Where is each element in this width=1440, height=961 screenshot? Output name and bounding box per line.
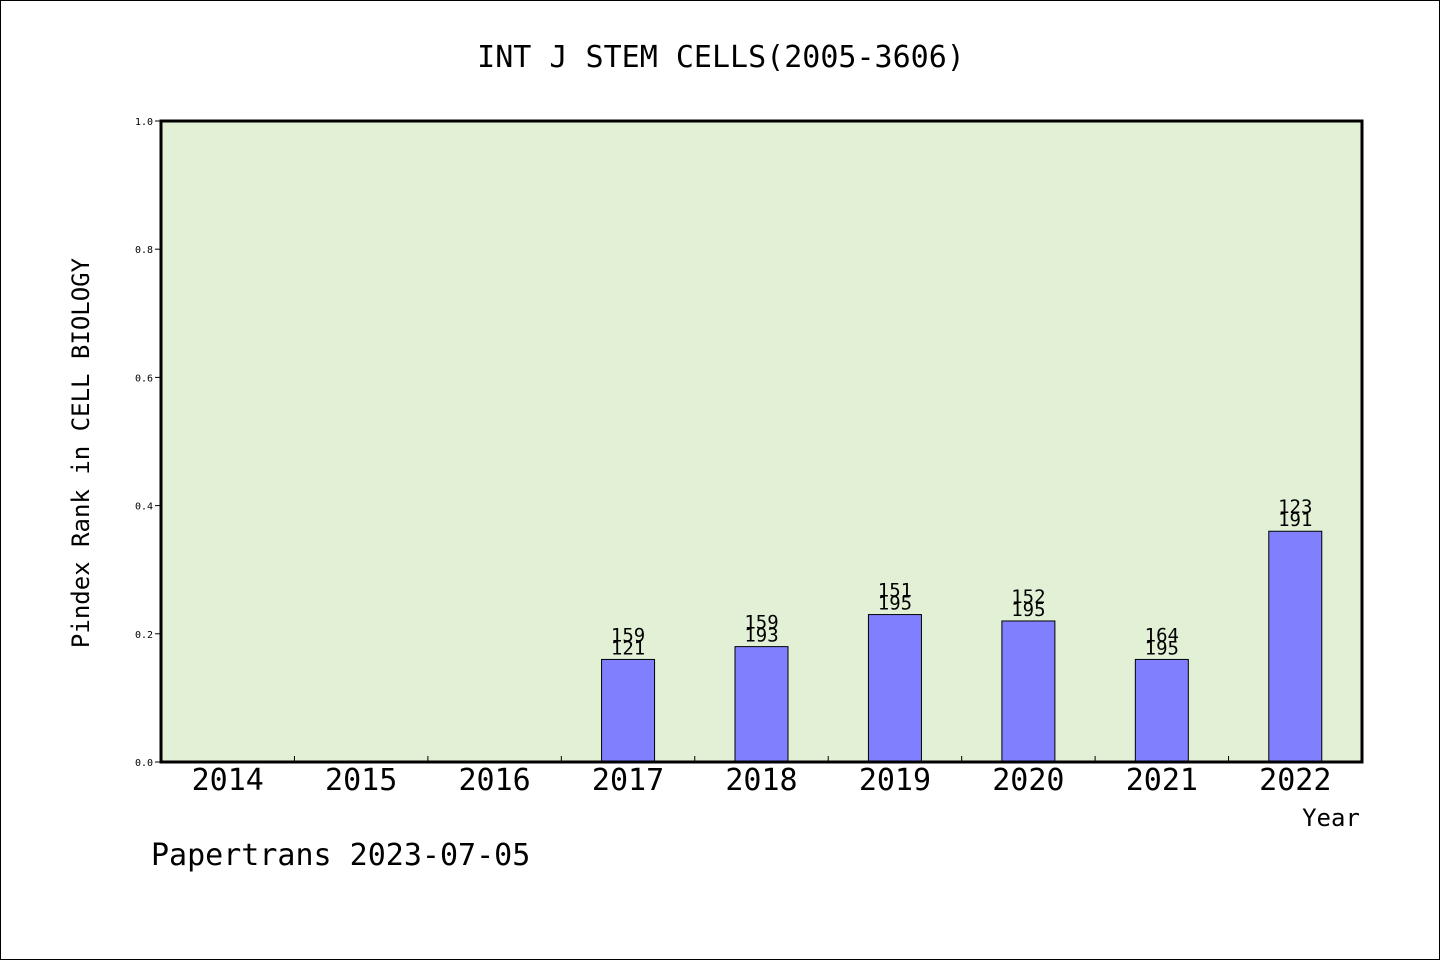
bar-label-bottom: 195 xyxy=(1145,637,1179,659)
y-tick-label: 0.8 xyxy=(135,245,153,256)
x-tick-label: 2019 xyxy=(859,763,931,798)
bar-2020 xyxy=(1001,620,1056,763)
bar-2017 xyxy=(601,658,656,763)
y-tick-label: 0.2 xyxy=(135,630,153,641)
x-axis-label: Year xyxy=(1302,804,1360,832)
x-tick-label: 2022 xyxy=(1259,763,1331,798)
x-tick-label: 2014 xyxy=(192,763,264,798)
x-tick-label: 2015 xyxy=(325,763,397,798)
bar-2022 xyxy=(1268,530,1323,763)
y-axis-label: Pindex Rank in CELL BIOLOGY xyxy=(67,257,95,648)
bar-2019 xyxy=(867,614,922,763)
bar-label-bottom: 193 xyxy=(744,625,778,647)
bar-label-bottom: 195 xyxy=(878,593,912,615)
bar-label-top: 164 xyxy=(1145,624,1179,646)
y-tick-label: 0.0 xyxy=(135,758,153,769)
plot-border xyxy=(159,119,1364,764)
bar-label-top: 159 xyxy=(611,624,645,646)
bar-2018 xyxy=(734,646,789,763)
bar-label-bottom: 195 xyxy=(1011,599,1045,621)
watermark-text: Papertrans 2023-07-05 xyxy=(151,838,530,873)
y-axis-ticks: 0.0 0.2 0.4 0.6 0.8 1.0 xyxy=(135,117,161,769)
bar-label-top: 152 xyxy=(1011,586,1045,608)
bar-label-top: 123 xyxy=(1278,496,1312,518)
x-tick-label: 2016 xyxy=(458,763,530,798)
y-tick-label: 0.4 xyxy=(135,502,153,513)
x-tick-label: 2020 xyxy=(992,763,1064,798)
x-tick-label: 2018 xyxy=(725,763,797,798)
x-tick-label: 2021 xyxy=(1126,763,1198,798)
x-tick-label: 2017 xyxy=(592,763,664,798)
bar-label-top: 159 xyxy=(744,612,778,634)
chart-title: INT J STEM CELLS(2005-3606) xyxy=(477,40,965,75)
y-tick-label: 1.0 xyxy=(135,117,153,128)
bar-label-top: 151 xyxy=(878,580,912,602)
y-tick-label: 0.6 xyxy=(135,373,153,384)
bar-2021 xyxy=(1134,658,1189,763)
bars-group xyxy=(601,530,1323,763)
bar-label-bottom: 121 xyxy=(611,637,645,659)
bar-label-bottom: 191 xyxy=(1278,509,1312,531)
x-axis-ticks: 2014 2015 2016 2017 2018 2019 2020 2021 2022 xyxy=(192,756,1331,798)
